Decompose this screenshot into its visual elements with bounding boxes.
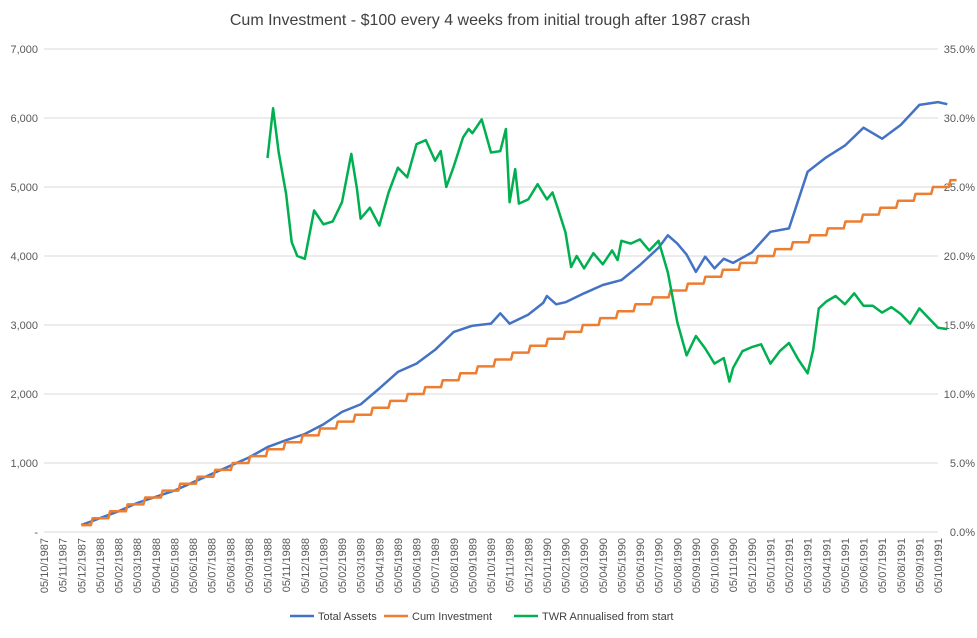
x-tick-label: 05/07/1989 [430,538,442,593]
x-tick-label: 05/08/1990 [672,538,684,593]
x-tick-label: 05/04/1989 [374,538,386,593]
left-tick-label: 4,000 [10,251,38,263]
left-axis-ticks: - 1,000 2,000 3,000 4,000 5,000 6,000 7,000 [10,44,38,539]
x-tick-label: 05/04/1990 [598,538,610,593]
x-tick-label: 05/09/1990 [691,538,703,593]
right-tick-label: 35.0% [944,44,975,56]
right-tick-label: 0.0% [950,527,975,539]
x-tick-label: 05/03/1988 [132,538,144,593]
x-tick-label: 05/05/1989 [393,538,405,593]
right-tick-label: 20.0% [944,251,975,263]
x-tick-label: 05/01/1989 [318,538,330,593]
x-tick-label: 05/09/1991 [914,538,926,593]
right-tick-label: 15.0% [944,320,975,332]
x-tick-label: 05/06/1989 [412,538,424,593]
x-tick-label: 05/11/1989 [505,538,517,592]
x-tick-label: 05/02/1988 [114,538,126,593]
x-tick-label: 05/08/1988 [225,538,237,593]
left-tick-label: 6,000 [10,113,38,125]
x-tick-label: 05/07/1990 [654,538,666,593]
x-tick-label: 05/12/1987 [76,538,88,593]
x-tick-label: 05/06/1990 [635,538,647,593]
x-tick-label: 05/11/1990 [728,538,740,592]
series-lines [80,100,957,527]
x-tick-label: 05/04/1991 [821,538,833,593]
x-tick-label: 05/01/1991 [765,538,777,593]
left-tick-label: 7,000 [10,44,38,56]
x-tick-label: 05/12/1989 [523,538,535,593]
x-tick-label: 05/09/1989 [467,538,479,593]
x-tick-label: 05/05/1990 [616,538,628,593]
x-tick-label: 05/07/1991 [877,538,889,593]
x-axis: 05/10/1987 05/11/1987 05/12/1987 05/01/1988… [39,538,945,593]
x-tick-label: 05/03/1991 [803,538,815,593]
x-tick-label: 05/09/1988 [244,538,256,593]
x-tick-label: 05/11/1988 [281,538,293,592]
chart-title: Cum Investment - $100 every 4 weeks from… [230,12,750,29]
x-tick-label: 05/10/1990 [710,538,722,593]
x-tick-label: 05/02/1989 [337,538,349,593]
x-tick-label: 05/03/1990 [579,538,591,593]
right-tick-label: 10.0% [944,389,975,401]
x-tick-label: 05/05/1988 [169,538,181,593]
x-tick-label: 05/03/1989 [356,538,368,593]
x-tick-label: 05/06/1991 [859,538,871,593]
left-tick-label: 2,000 [10,389,38,401]
left-tick-label: 5,000 [10,182,38,194]
x-tick-label: 05/01/1988 [95,538,107,593]
x-tick-label: 05/04/1988 [151,538,163,593]
x-tick-label: 05/10/1987 [39,538,51,593]
gridlines [44,48,938,533]
right-tick-label: 5.0% [950,458,975,470]
left-tick-label: 3,000 [10,320,38,332]
right-axis-ticks: 0.0% 5.0% 10.0% 15.0% 20.0% 25.0% 30.0% 35.0% [944,44,975,539]
x-tick-label: 05/06/1988 [188,538,200,593]
x-tick-label: 05/11/1987 [58,538,70,592]
x-tick-label: 05/10/1989 [486,538,498,593]
x-tick-label: 05/08/1991 [896,538,908,593]
x-tick-label: 05/10/1991 [933,538,945,593]
legend: Total Assets Cum Investment TWR Annualised… [290,611,673,623]
x-tick-label: 05/12/1988 [300,538,312,593]
right-tick-label: 30.0% [944,113,975,125]
x-tick-label: 05/08/1989 [449,538,461,593]
x-tick-label: 05/12/1990 [747,538,759,593]
x-tick-label: 05/02/1991 [784,538,796,593]
x-tick-label: 05/02/1990 [561,538,573,593]
right-tick-label: 25.0% [944,182,975,194]
legend-label-twr-annualised-from-start: TWR Annualised from start [542,611,673,623]
series-line-cum-investment [81,178,957,527]
legend-label-total-assets: Total Assets [318,611,377,623]
series-line-twr-annualised-from-start [266,107,948,383]
x-tick-label: 05/01/1990 [542,538,554,593]
x-tick-label: 05/07/1988 [207,538,219,593]
left-tick-label: 1,000 [10,458,38,470]
x-tick-label: 05/10/1988 [263,538,275,593]
left-tick-label: - [34,527,38,539]
legend-label-cum-investment: Cum Investment [412,611,492,623]
x-tick-label: 05/05/1991 [840,538,852,593]
